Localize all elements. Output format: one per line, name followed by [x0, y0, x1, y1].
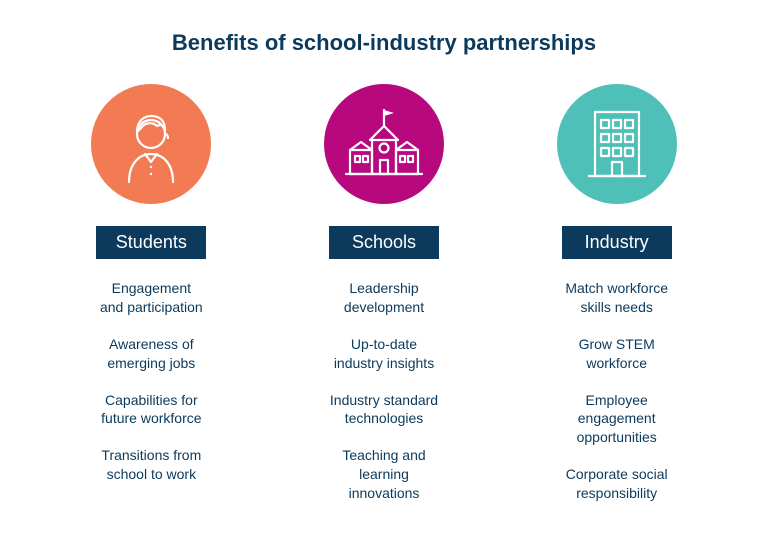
- students-circle: [91, 84, 211, 204]
- list-item: Employee engagement opportunities: [515, 391, 718, 448]
- list-item: Awareness of emerging jobs: [50, 335, 253, 373]
- list-item: Capabilities for future workforce: [50, 391, 253, 429]
- list-item: Grow STEM workforce: [515, 335, 718, 373]
- column-schools: Schools Leadership development Up-to-dat…: [283, 84, 486, 503]
- school-icon: [342, 104, 426, 184]
- building-icon: [585, 104, 649, 184]
- industry-items: Match workforce skills needs Grow STEM w…: [515, 279, 718, 503]
- schools-label: Schools: [329, 226, 439, 259]
- schools-circle: [324, 84, 444, 204]
- list-item: Engagement and participation: [50, 279, 253, 317]
- list-item: Leadership development: [283, 279, 486, 317]
- students-label: Students: [96, 226, 206, 259]
- list-item: Corporate social responsibility: [515, 465, 718, 503]
- industry-circle: [557, 84, 677, 204]
- column-industry: Industry Match workforce skills needs Gr…: [515, 84, 718, 503]
- students-items: Engagement and participation Awareness o…: [50, 279, 253, 484]
- columns-container: Students Engagement and participation Aw…: [50, 84, 718, 503]
- list-item: Match workforce skills needs: [515, 279, 718, 317]
- list-item: Up-to-date industry insights: [283, 335, 486, 373]
- list-item: Transitions from school to work: [50, 446, 253, 484]
- page-title: Benefits of school-industry partnerships: [50, 30, 718, 56]
- student-icon: [115, 104, 187, 184]
- list-item: Teaching and learning innovations: [283, 446, 486, 503]
- list-item: Industry standard technologies: [283, 391, 486, 429]
- industry-label: Industry: [562, 226, 672, 259]
- column-students: Students Engagement and participation Aw…: [50, 84, 253, 503]
- schools-items: Leadership development Up-to-date indust…: [283, 279, 486, 503]
